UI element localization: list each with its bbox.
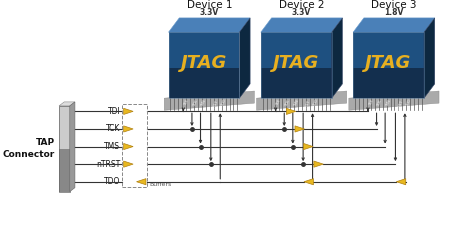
Polygon shape [332, 18, 343, 98]
Text: TMS: TMS [293, 99, 300, 108]
Text: Device 2: Device 2 [279, 0, 324, 10]
Text: nTRST: nTRST [303, 99, 312, 111]
Text: JTAG: JTAG [366, 54, 412, 72]
Text: TDO: TDO [220, 99, 227, 108]
Text: TCK: TCK [284, 99, 291, 107]
Text: TDI: TDI [276, 99, 282, 106]
Polygon shape [59, 149, 70, 192]
Text: nTRST: nTRST [211, 99, 219, 111]
Polygon shape [261, 18, 343, 32]
Text: 1.8V: 1.8V [384, 8, 403, 17]
Polygon shape [137, 179, 146, 185]
Polygon shape [124, 143, 133, 150]
Text: TDO: TDO [104, 177, 120, 186]
Polygon shape [261, 68, 332, 98]
Text: TCK: TCK [192, 99, 198, 107]
Text: TDO: TDO [405, 99, 412, 108]
Text: TCK: TCK [377, 99, 383, 107]
Text: TDI: TDI [368, 99, 374, 106]
Text: nTRST: nTRST [395, 99, 404, 111]
Polygon shape [164, 91, 255, 110]
Text: TAP
Connector: TAP Connector [2, 138, 55, 159]
Polygon shape [168, 32, 239, 68]
Polygon shape [261, 32, 332, 68]
Text: TDI: TDI [108, 107, 120, 116]
Text: 3.3V: 3.3V [292, 8, 311, 17]
Polygon shape [124, 161, 133, 167]
Text: Device 3: Device 3 [371, 0, 417, 10]
Polygon shape [349, 91, 439, 110]
Text: TMS: TMS [104, 142, 120, 151]
Text: JTAG: JTAG [273, 54, 319, 72]
Text: TDO: TDO [313, 99, 320, 108]
Text: Buffers: Buffers [149, 182, 172, 187]
Polygon shape [59, 106, 70, 149]
Polygon shape [304, 179, 314, 185]
Polygon shape [168, 18, 250, 32]
Text: nTRST: nTRST [96, 160, 120, 169]
Polygon shape [286, 108, 296, 114]
Polygon shape [256, 91, 347, 110]
Text: TMS: TMS [385, 99, 392, 108]
Polygon shape [124, 126, 133, 132]
Polygon shape [59, 102, 75, 106]
Text: 3.3V: 3.3V [200, 8, 219, 17]
Text: TMS: TMS [200, 99, 207, 108]
Polygon shape [70, 102, 75, 192]
Polygon shape [304, 143, 313, 150]
Text: Device 1: Device 1 [187, 0, 232, 10]
Polygon shape [353, 18, 435, 32]
Polygon shape [353, 68, 424, 98]
Text: JTAG: JTAG [181, 54, 227, 72]
Polygon shape [353, 32, 424, 68]
Polygon shape [124, 108, 133, 114]
Polygon shape [168, 68, 239, 98]
Bar [122, 104, 147, 187]
Text: TCK: TCK [106, 124, 120, 134]
Polygon shape [295, 126, 304, 132]
Polygon shape [396, 179, 406, 185]
Polygon shape [424, 18, 435, 98]
Text: TDI: TDI [183, 99, 190, 106]
Polygon shape [314, 161, 323, 167]
Polygon shape [239, 18, 250, 98]
